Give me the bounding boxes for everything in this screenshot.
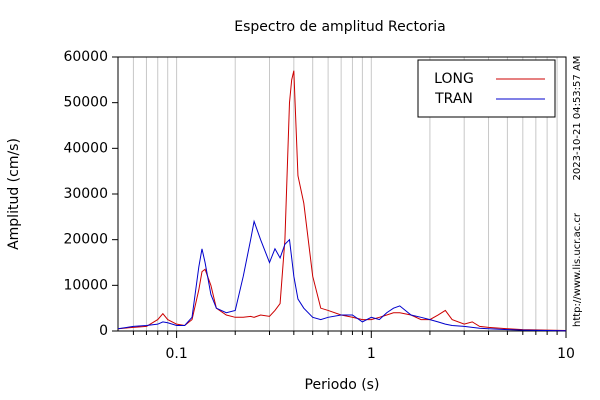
y-tick-label: 40000	[63, 140, 108, 156]
y-tick-label: 30000	[63, 186, 108, 202]
x-tick-label: 10	[557, 346, 575, 362]
y-tick-label: 50000	[63, 95, 108, 111]
legend-label: LONG	[434, 71, 474, 87]
chart-title: Espectro de amplitud Rectoria	[234, 19, 446, 35]
y-tick-label: 60000	[63, 49, 108, 65]
x-tick-label: 1	[367, 346, 376, 362]
x-tick-label: 0.1	[165, 346, 187, 362]
y-tick-label: 20000	[63, 232, 108, 248]
y-tick-label: 10000	[63, 277, 108, 293]
legend-box	[417, 59, 556, 118]
timestamp: 2023-10-21 04:53:57 AM	[572, 56, 583, 181]
source: http://www.lis.ucr.ac.cr	[572, 212, 583, 327]
legend-label: TRAN	[434, 91, 473, 107]
series-line	[117, 219, 567, 332]
y-axis-label: Amplitud (cm/s)	[6, 138, 22, 250]
x-axis-label: Periodo (s)	[305, 377, 380, 393]
series-line	[117, 70, 567, 332]
y-tick-label: 0	[99, 323, 108, 339]
plot-frame	[117, 56, 567, 332]
